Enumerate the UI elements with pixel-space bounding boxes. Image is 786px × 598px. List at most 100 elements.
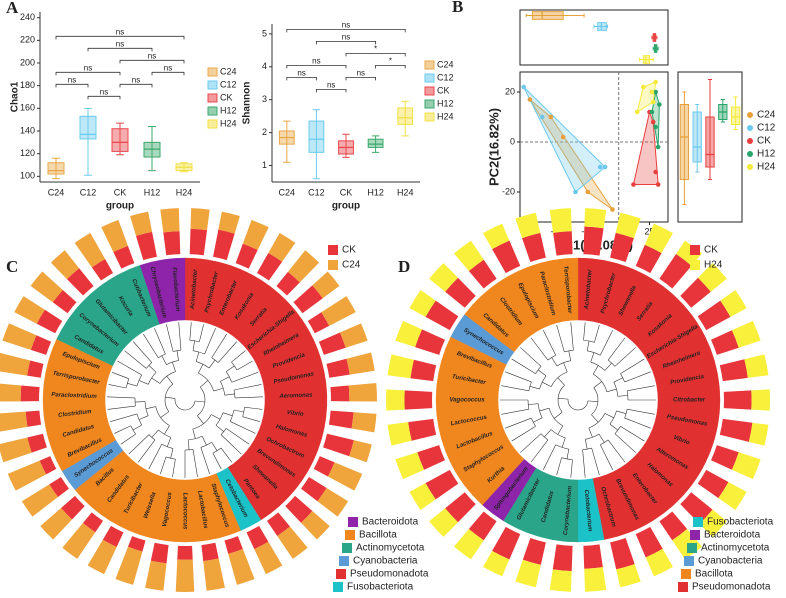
bar-segment [201, 542, 219, 562]
point [585, 189, 591, 195]
bar-segment [287, 250, 320, 283]
tree-branch [109, 413, 138, 422]
bar-segment [160, 208, 180, 233]
tree-branch [160, 456, 167, 475]
bar-segment [326, 358, 350, 378]
y-tick-label: 3 [262, 94, 267, 104]
tree-branch [231, 361, 238, 371]
point [548, 114, 554, 120]
tree-branch [192, 428, 196, 439]
tree-branch [154, 328, 166, 355]
tree-branch [196, 361, 210, 369]
tree-branch [178, 322, 182, 351]
bar-segment [224, 536, 243, 554]
tree-branch [527, 399, 530, 410]
bar-segment [387, 422, 412, 446]
bar-segment [145, 560, 167, 591]
tree-branch [176, 350, 179, 361]
tree-branch [151, 429, 159, 438]
sig-bracket [316, 88, 347, 93]
phylum-wedge [551, 257, 579, 322]
legend-label: Bacillota [695, 569, 733, 580]
point [653, 169, 658, 175]
sig-label: ns [148, 51, 156, 60]
point [649, 109, 655, 115]
tree-branch [236, 360, 253, 371]
sig-bracket [55, 83, 89, 88]
right-frame [677, 71, 743, 223]
bar-segment [445, 492, 476, 523]
tree-branch [520, 347, 542, 367]
bar-segment [40, 508, 73, 540]
tree-branch [212, 452, 222, 470]
x-tick-label: C12 [308, 187, 325, 197]
tree-branch [614, 347, 636, 367]
legend-label: Actinomycetota [356, 543, 425, 554]
tree-branch [505, 417, 532, 429]
bar-segment [163, 231, 181, 256]
legend-swatch [678, 582, 688, 592]
bar-segment [429, 262, 458, 292]
tree-branch [600, 439, 609, 446]
legend-swatch [336, 569, 346, 579]
point [539, 114, 545, 120]
point [657, 102, 662, 107]
tree-branch [609, 410, 617, 425]
legend-label: C24 [342, 260, 361, 271]
box [679, 104, 690, 180]
tree-branch [606, 388, 617, 393]
tree-branch [166, 376, 174, 385]
tree-branch [199, 324, 204, 342]
point [631, 182, 636, 187]
point [655, 182, 661, 187]
x-tick-label: H24 [397, 187, 414, 197]
bar-segment [680, 492, 713, 524]
y-tick-label: 2 [262, 127, 267, 137]
bar-segment [330, 385, 350, 402]
bar-segment [351, 412, 377, 433]
legend-swatch [207, 106, 218, 116]
legend-label: Actinomycetota [701, 543, 770, 554]
sig-bracket [119, 59, 185, 64]
tree-branch [614, 433, 636, 453]
point [649, 89, 655, 95]
legend-label: Cyanobacteria [353, 556, 418, 567]
bar-segment [130, 211, 153, 236]
sig-label: ns [327, 80, 335, 89]
bar-segment [235, 243, 258, 269]
tree-branch [222, 412, 233, 417]
tree-branch [585, 439, 588, 450]
tree-branch [208, 359, 216, 369]
y-axis-title: Shannon [242, 82, 253, 125]
point [560, 134, 566, 140]
bar-segment [27, 433, 47, 453]
bar-segment [213, 229, 235, 261]
tree-branch [600, 330, 614, 356]
x-tick-label: H24 [176, 187, 193, 197]
bar-segment [731, 452, 761, 480]
tree-branch [556, 360, 571, 367]
tree-branch [184, 449, 194, 451]
bar-segment [395, 452, 425, 480]
bar-segment [276, 271, 300, 296]
tree-branch [620, 358, 645, 374]
tree-branch [588, 427, 593, 438]
bar-segment [425, 300, 459, 331]
bar-segment [136, 231, 157, 261]
y-tick-label: 140 [20, 125, 35, 135]
leaf-label: Corynebacterium [563, 485, 574, 535]
tree-branch [231, 372, 259, 383]
tree-branch [148, 365, 157, 373]
tree-branch [117, 360, 142, 376]
bar-segment [453, 529, 484, 560]
y-tick-label: 20 [505, 86, 515, 96]
tree-branch [200, 380, 209, 388]
bar-segment [429, 508, 458, 538]
top-frame [519, 9, 669, 66]
bar-segment [82, 512, 104, 533]
tree-branch [213, 387, 224, 392]
legend-label: C12 [757, 123, 776, 134]
bar-segment [748, 422, 769, 446]
bar-segment [277, 526, 308, 559]
leaf-label: Vagococcus [162, 491, 174, 527]
